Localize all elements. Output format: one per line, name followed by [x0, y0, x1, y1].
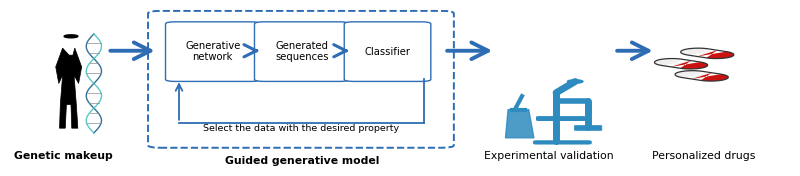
FancyBboxPatch shape — [537, 117, 586, 120]
Text: Personalized drugs: Personalized drugs — [652, 151, 755, 161]
Text: Select the data with the desired property: Select the data with the desired propert… — [203, 124, 399, 133]
Text: Generated
sequences: Generated sequences — [275, 41, 329, 62]
Circle shape — [567, 80, 583, 83]
Text: Experimental validation: Experimental validation — [483, 151, 614, 161]
Polygon shape — [56, 48, 82, 128]
FancyBboxPatch shape — [344, 22, 431, 81]
Polygon shape — [506, 110, 534, 138]
Text: Guided generative model: Guided generative model — [225, 156, 379, 166]
Text: Generative
network: Generative network — [185, 41, 241, 62]
FancyBboxPatch shape — [574, 125, 602, 130]
Polygon shape — [671, 61, 708, 69]
Polygon shape — [681, 48, 718, 56]
FancyBboxPatch shape — [254, 22, 349, 81]
Text: Genetic makeup: Genetic makeup — [14, 151, 114, 161]
Polygon shape — [675, 71, 712, 79]
FancyBboxPatch shape — [166, 22, 260, 81]
Polygon shape — [698, 50, 734, 59]
Polygon shape — [692, 73, 728, 81]
FancyBboxPatch shape — [534, 141, 591, 144]
Text: Classifier: Classifier — [365, 47, 410, 57]
Polygon shape — [654, 59, 691, 67]
Circle shape — [64, 35, 78, 38]
